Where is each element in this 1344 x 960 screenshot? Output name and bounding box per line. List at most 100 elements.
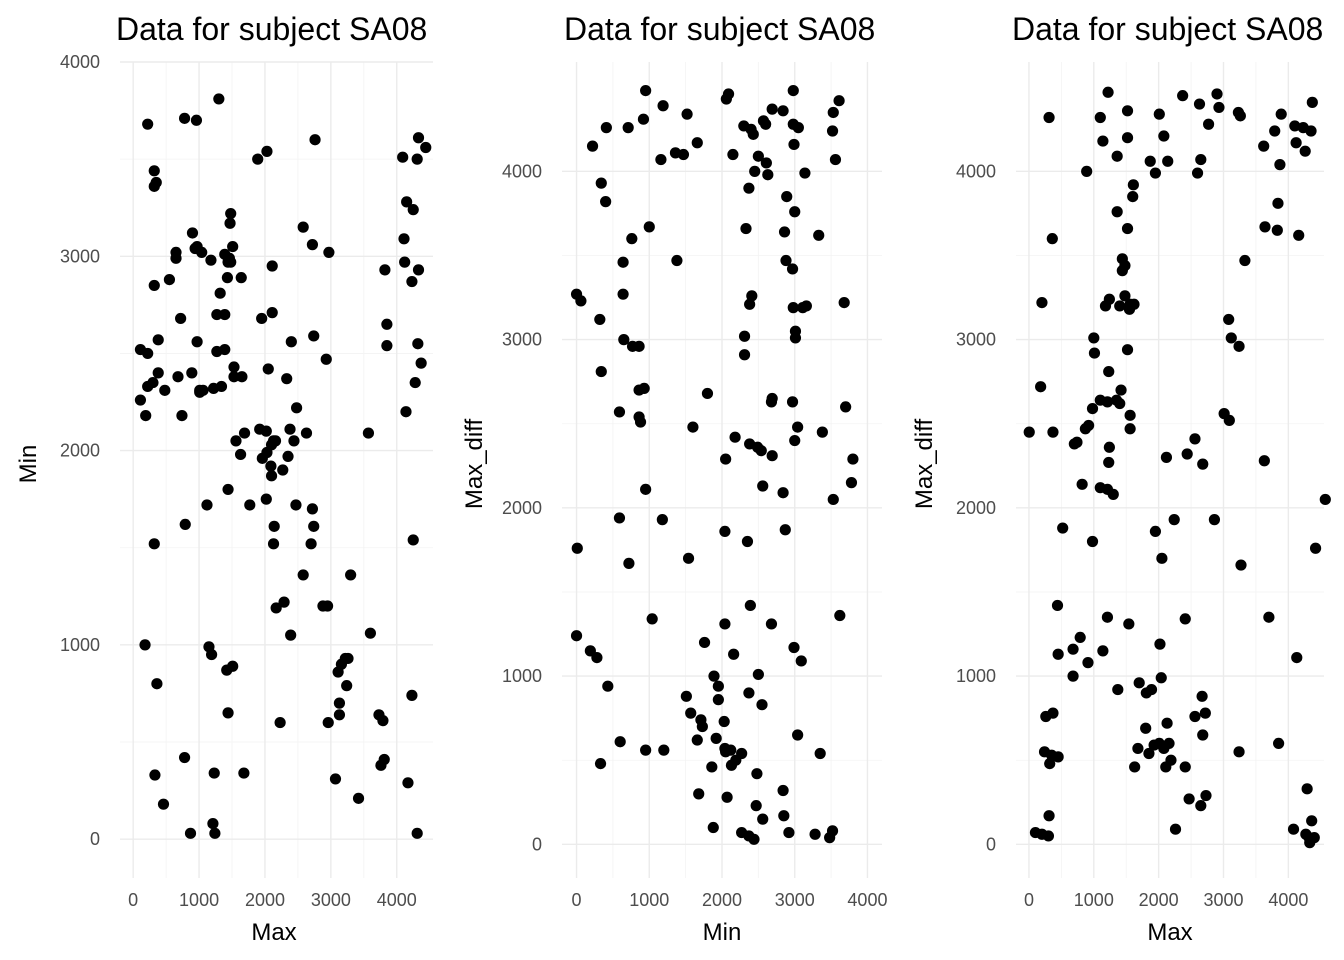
data-point bbox=[710, 732, 722, 744]
data-point bbox=[1144, 155, 1156, 167]
data-point bbox=[333, 697, 346, 709]
data-point bbox=[401, 196, 413, 208]
data-point bbox=[305, 538, 317, 550]
data-point bbox=[317, 600, 329, 612]
data-point bbox=[277, 464, 289, 476]
data-point bbox=[209, 827, 221, 839]
data-point bbox=[786, 396, 799, 408]
data-point bbox=[148, 279, 160, 292]
data-point bbox=[221, 664, 233, 676]
data-point bbox=[1158, 130, 1170, 142]
data-point bbox=[622, 122, 634, 134]
data-point bbox=[691, 137, 703, 149]
data-point bbox=[640, 483, 652, 495]
x-axis-title: Max bbox=[251, 919, 296, 946]
x-tick-label: 0 bbox=[128, 890, 138, 910]
data-point bbox=[270, 602, 282, 614]
data-point bbox=[809, 828, 821, 840]
data-point bbox=[1239, 254, 1251, 267]
data-point bbox=[698, 636, 711, 649]
data-point bbox=[1103, 456, 1115, 469]
data-point bbox=[1145, 683, 1158, 696]
data-point bbox=[845, 477, 858, 489]
data-point bbox=[750, 800, 762, 812]
data-point bbox=[720, 746, 732, 758]
data-point bbox=[777, 487, 789, 499]
data-point bbox=[261, 145, 273, 157]
data-point bbox=[1235, 559, 1247, 571]
data-point bbox=[741, 535, 754, 548]
data-point bbox=[1208, 514, 1221, 526]
data-point bbox=[190, 114, 203, 126]
data-point bbox=[727, 148, 739, 161]
data-point bbox=[1309, 542, 1322, 554]
data-point bbox=[256, 452, 268, 464]
data-point bbox=[570, 630, 583, 642]
data-point bbox=[1086, 535, 1099, 548]
data-point bbox=[786, 263, 799, 275]
data-point bbox=[725, 759, 738, 771]
data-point bbox=[1269, 125, 1281, 137]
data-point bbox=[323, 246, 335, 258]
data-point bbox=[282, 450, 294, 462]
y-tick-label: 3000 bbox=[502, 330, 542, 350]
data-point bbox=[1259, 221, 1271, 233]
data-point bbox=[591, 651, 603, 664]
data-point bbox=[1023, 426, 1035, 438]
data-point bbox=[656, 514, 668, 526]
data-point bbox=[1233, 340, 1245, 352]
data-point bbox=[265, 460, 277, 472]
data-point bbox=[623, 557, 635, 569]
data-point bbox=[148, 165, 160, 177]
data-point bbox=[406, 689, 418, 701]
data-point bbox=[766, 103, 778, 115]
data-point bbox=[381, 318, 393, 330]
data-point bbox=[834, 609, 846, 622]
data-point bbox=[783, 826, 795, 839]
x-tick-label: 3000 bbox=[775, 890, 815, 910]
data-point bbox=[306, 239, 319, 251]
data-point bbox=[752, 150, 764, 162]
data-point bbox=[833, 95, 845, 107]
data-point bbox=[179, 518, 191, 531]
data-point bbox=[297, 569, 309, 581]
data-point bbox=[813, 229, 825, 241]
y-tick-label: 4000 bbox=[956, 161, 996, 181]
data-point bbox=[228, 371, 240, 383]
data-point bbox=[728, 648, 740, 660]
data-point bbox=[407, 204, 419, 216]
data-point bbox=[1115, 384, 1127, 396]
y-tick-label: 1000 bbox=[502, 666, 542, 686]
data-point bbox=[1052, 751, 1064, 763]
data-point bbox=[1177, 90, 1189, 102]
data-point bbox=[1102, 86, 1114, 98]
data-point bbox=[1047, 426, 1059, 438]
data-point bbox=[1299, 145, 1311, 157]
data-point bbox=[412, 338, 424, 350]
data-point bbox=[762, 169, 774, 181]
data-point bbox=[1287, 823, 1300, 835]
data-point bbox=[743, 687, 755, 699]
data-point bbox=[256, 312, 268, 325]
data-point bbox=[1133, 677, 1145, 689]
data-point bbox=[792, 729, 804, 741]
data-point bbox=[789, 434, 801, 447]
data-point bbox=[614, 736, 626, 748]
data-point bbox=[1067, 670, 1079, 682]
data-point bbox=[1308, 832, 1320, 844]
data-point bbox=[701, 387, 714, 400]
data-point bbox=[1211, 88, 1223, 100]
data-point bbox=[658, 744, 670, 756]
data-point bbox=[685, 707, 697, 719]
data-point bbox=[1155, 672, 1167, 684]
data-point bbox=[643, 221, 655, 233]
data-point bbox=[147, 376, 159, 389]
data-point bbox=[1114, 300, 1126, 312]
data-point bbox=[738, 349, 751, 361]
data-point bbox=[719, 618, 731, 630]
data-point bbox=[207, 382, 220, 394]
data-point bbox=[816, 426, 828, 438]
data-point bbox=[602, 680, 614, 692]
data-point bbox=[1169, 823, 1182, 835]
data-point bbox=[1036, 296, 1048, 309]
